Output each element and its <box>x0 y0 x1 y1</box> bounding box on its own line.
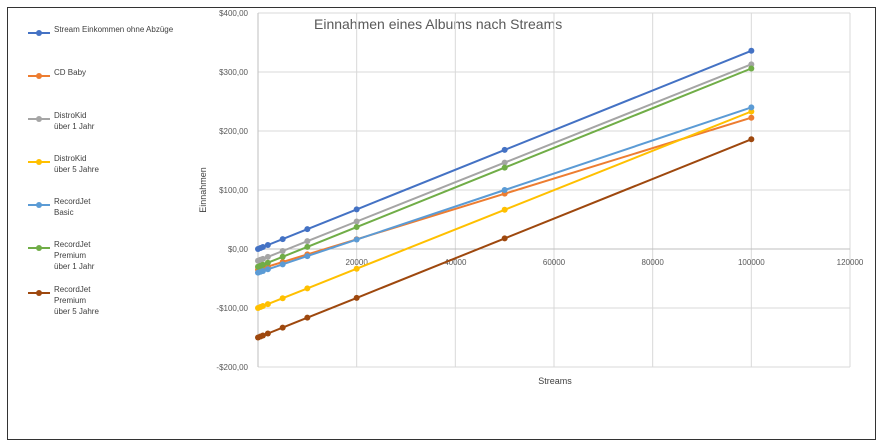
legend-marker <box>28 159 50 165</box>
data-point <box>748 108 755 115</box>
legend-label: CD Baby <box>54 68 87 77</box>
data-point <box>259 255 266 262</box>
data-point <box>304 226 311 233</box>
axes: $400,00 $300,00 $200,00 $100,00 $0,00 -$100,0… <box>216 9 863 372</box>
data-point <box>304 253 311 260</box>
data-point <box>279 261 286 268</box>
x-tick-label: 20000 <box>346 258 369 267</box>
data-point <box>264 253 271 260</box>
legend-label: RecordJet Basic <box>54 197 91 217</box>
data-point <box>353 224 360 231</box>
x-tick-label: 60000 <box>543 258 566 267</box>
data-point <box>259 244 266 251</box>
legend-label: RecordJet Premium über 5 Jahre <box>54 285 99 316</box>
data-point <box>259 332 266 339</box>
y-axis-title: Einnahmen <box>198 167 208 213</box>
data-point <box>264 242 271 249</box>
series-5 <box>255 104 755 276</box>
data-point <box>353 206 360 213</box>
series-6 <box>255 65 755 270</box>
data-point <box>304 285 311 292</box>
data-point <box>748 65 755 72</box>
series-lines <box>255 47 755 341</box>
data-point <box>279 248 286 255</box>
legend-label: DistroKid über 5 Jahre <box>54 154 99 174</box>
legend-marker <box>28 73 50 79</box>
x-tick-label: 40000 <box>444 258 467 267</box>
legend-label: RecordJet Premium über 1 Jahr <box>54 240 95 271</box>
data-point <box>304 314 311 321</box>
data-point <box>264 301 271 308</box>
y-tick-label: $100,00 <box>219 186 248 195</box>
chart-frame <box>7 7 876 440</box>
legend-label: Stream Einkommen ohne Abzüge <box>54 25 174 34</box>
data-point <box>259 303 266 310</box>
data-point <box>353 218 360 225</box>
data-point <box>259 267 266 274</box>
data-point <box>264 330 271 337</box>
data-point <box>501 159 508 166</box>
x-tick-label: 100000 <box>738 258 765 267</box>
data-point <box>279 253 286 260</box>
legend-marker <box>28 30 50 36</box>
data-point <box>353 265 360 272</box>
data-point <box>264 259 271 266</box>
data-point <box>279 236 286 243</box>
data-point <box>279 324 286 331</box>
series-4 <box>255 108 755 311</box>
data-point <box>748 47 755 54</box>
data-point <box>353 236 360 243</box>
data-point <box>304 238 311 245</box>
y-tick-label: -$100,00 <box>216 304 248 313</box>
chart-title: Einnahmen eines Albums nach Streams <box>314 16 562 32</box>
data-point <box>748 136 755 143</box>
data-point <box>748 114 755 121</box>
y-tick-label: $400,00 <box>219 9 248 18</box>
data-point <box>748 61 755 68</box>
legend-marker <box>28 290 50 296</box>
legend-marker <box>28 116 50 122</box>
y-tick-label: $0,00 <box>228 245 249 254</box>
data-point <box>353 294 360 301</box>
x-tick-label: 120000 <box>837 258 864 267</box>
series-7 <box>255 136 755 341</box>
series-3 <box>255 61 755 264</box>
data-point <box>501 206 508 213</box>
data-point <box>501 164 508 171</box>
data-point <box>501 146 508 153</box>
series-1 <box>255 47 755 252</box>
x-axis-title: Streams <box>538 376 572 386</box>
legend-marker <box>28 202 50 208</box>
y-tick-label: $300,00 <box>219 68 248 77</box>
data-point <box>259 261 266 268</box>
legend-marker <box>28 245 50 251</box>
y-tick-label: $200,00 <box>219 127 248 136</box>
data-point <box>264 266 271 273</box>
legend-label: DistroKid über 1 Jahr <box>54 111 95 131</box>
data-point <box>501 187 508 193</box>
data-point <box>501 235 508 242</box>
data-point <box>304 243 311 250</box>
y-tick-label: -$200,00 <box>216 363 248 372</box>
data-point <box>279 295 286 302</box>
x-tick-label: 80000 <box>642 258 665 267</box>
data-point <box>748 104 755 111</box>
